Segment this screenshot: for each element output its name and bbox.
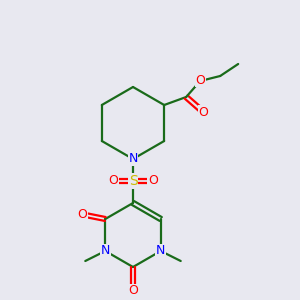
Text: S: S	[129, 174, 137, 188]
Text: O: O	[77, 208, 87, 221]
Text: N: N	[100, 244, 110, 257]
Text: O: O	[128, 284, 138, 298]
Text: N: N	[128, 152, 138, 166]
Text: O: O	[195, 74, 205, 86]
Text: O: O	[148, 175, 158, 188]
Text: O: O	[198, 106, 208, 118]
Text: N: N	[156, 244, 165, 257]
Text: O: O	[108, 175, 118, 188]
